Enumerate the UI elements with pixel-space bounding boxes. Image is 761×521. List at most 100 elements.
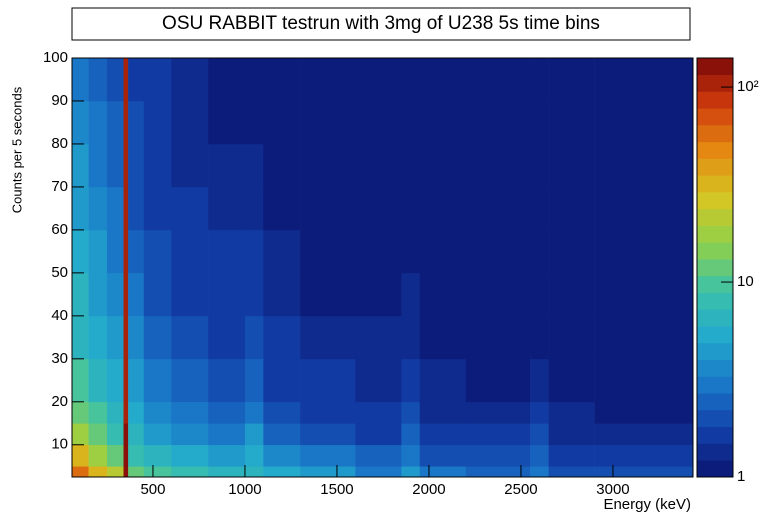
heat-cell [106, 229, 124, 274]
heat-cell [208, 423, 246, 446]
heat-cell [244, 315, 264, 360]
heat-cell [594, 143, 651, 188]
heatmap [72, 58, 694, 478]
colorbar-band [697, 443, 733, 461]
heat-cell [401, 315, 421, 360]
heat-cell [355, 143, 402, 188]
heat-cell [88, 100, 108, 145]
heat-cell [128, 143, 145, 188]
heat-cell [143, 466, 172, 478]
heat-cell [548, 272, 595, 317]
heat-cell [72, 229, 89, 274]
heat-cell [88, 272, 108, 317]
heat-cell [208, 143, 246, 188]
heat-cell [649, 143, 694, 188]
heat-cell [88, 401, 108, 424]
heat-cell [465, 315, 531, 360]
heat-cell [465, 229, 531, 274]
heat-cell [88, 143, 108, 188]
colorbar-band [697, 125, 733, 143]
colorbar-band [697, 342, 733, 360]
heat-cell [128, 358, 145, 403]
heat-cell [594, 272, 651, 317]
colorbar-band [697, 58, 733, 76]
heat-cell [128, 272, 145, 317]
heat-cell [401, 100, 421, 145]
heat-cell [300, 401, 356, 424]
heat-cell [419, 58, 467, 102]
heat-cell [244, 143, 264, 188]
heat-cell [208, 466, 246, 478]
heat-cell [530, 186, 549, 231]
heat-cell [419, 466, 467, 478]
heat-cell [419, 229, 467, 274]
heat-cell [355, 444, 402, 467]
heat-cell [355, 58, 402, 102]
heat-cell [401, 358, 421, 403]
y-tick-label: 40 [51, 307, 68, 324]
heat-cell [171, 401, 209, 424]
heat-cell [300, 100, 356, 145]
heat-cell [171, 358, 209, 403]
heat-cell [88, 444, 108, 467]
chart-title: OSU RABBIT testrun with 3mg of U238 5s t… [162, 13, 600, 34]
heat-cell [123, 272, 129, 317]
heat-cell [171, 272, 209, 317]
heat-cell [72, 466, 89, 478]
heat-cell [244, 401, 264, 424]
heat-cell [123, 444, 129, 467]
colorbar-band [697, 108, 733, 126]
heat-cell [72, 186, 89, 231]
heat-cell [263, 229, 301, 274]
heat-cell [263, 466, 301, 478]
heat-cell [649, 466, 694, 478]
heat-cell [244, 272, 264, 317]
title-box [71, 7, 691, 41]
heat-cell [244, 466, 264, 478]
heat-cell [594, 186, 651, 231]
heat-cell [465, 358, 531, 403]
heat-cell [548, 401, 595, 424]
heat-cell [594, 358, 651, 403]
heat-cell [300, 229, 356, 274]
heat-cell [263, 401, 301, 424]
heat-cell [355, 401, 402, 424]
y-tick-label: 50 [51, 264, 68, 281]
colorbar-band [697, 242, 733, 260]
heat-cell [72, 100, 89, 145]
heat-cell [88, 229, 108, 274]
heat-cell [419, 100, 467, 145]
heat-cell [106, 58, 124, 102]
heat-cell [143, 272, 172, 317]
heat-cell [300, 143, 356, 188]
heat-cell [263, 315, 301, 360]
heat-cell [300, 272, 356, 317]
heat-cell [548, 444, 595, 467]
heat-cell [649, 58, 694, 102]
colorbar-band [697, 74, 733, 92]
heat-cell [355, 423, 402, 446]
heat-cell [244, 423, 264, 446]
heat-cell [649, 229, 694, 274]
heat-cell [419, 315, 467, 360]
x-axis-title: Energy (keV) [603, 496, 691, 513]
heat-cell [72, 358, 89, 403]
y-tick-label: 80 [51, 135, 68, 152]
heat-cell [123, 401, 129, 424]
axes: 500 1000 1500 2000 2500 3000 10 20 30 40 50 60 70 80 9… [43, 49, 759, 498]
heat-cell [208, 315, 246, 360]
heat-cell [208, 358, 246, 403]
colorbar-band [697, 426, 733, 444]
heat-cell [263, 423, 301, 446]
heat-cell [355, 272, 402, 317]
heat-cell [355, 466, 402, 478]
heat-cell [171, 186, 209, 231]
plot-frame [71, 57, 694, 478]
colorbar-band [697, 208, 733, 226]
heat-cell [171, 143, 209, 188]
heat-cell [72, 272, 89, 317]
heat-cell [128, 186, 145, 231]
heat-cell [401, 466, 421, 478]
heat-cell [171, 315, 209, 360]
heat-cell [649, 186, 694, 231]
